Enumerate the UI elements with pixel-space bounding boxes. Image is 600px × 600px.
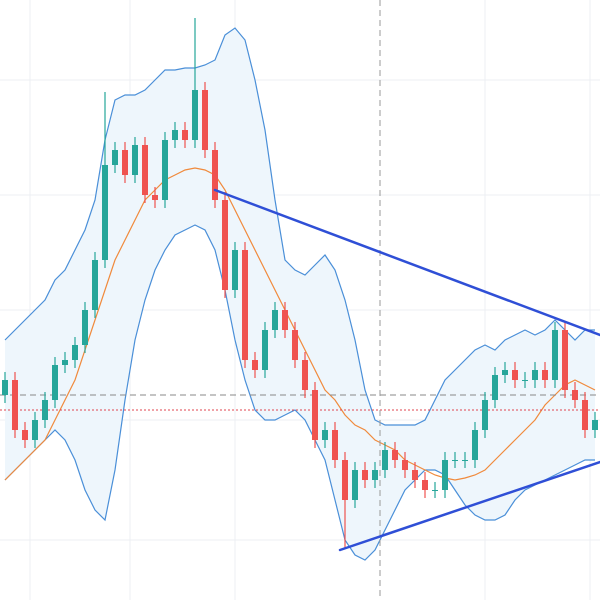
candle-body xyxy=(202,90,208,150)
candle-body xyxy=(2,380,8,395)
candle-body xyxy=(222,200,228,290)
candle-body xyxy=(592,420,598,430)
candle-body xyxy=(342,460,348,500)
candle-body xyxy=(122,150,128,175)
candle-body xyxy=(572,390,578,400)
candle-body xyxy=(462,460,468,461)
candle-body xyxy=(252,360,258,370)
candle-body xyxy=(152,195,158,200)
candle-body xyxy=(232,250,238,290)
candle-body xyxy=(402,460,408,470)
band-lower-line xyxy=(4,224,595,561)
candle-body xyxy=(522,380,528,381)
candle-body xyxy=(32,420,38,440)
candle-body xyxy=(242,250,248,360)
candle-body xyxy=(192,90,198,140)
band-fill xyxy=(5,28,595,560)
candle-body xyxy=(412,470,418,480)
trendline xyxy=(213,188,600,337)
candle-body xyxy=(292,330,298,360)
candle-body xyxy=(22,430,28,440)
candle-body xyxy=(322,430,328,440)
candle-body xyxy=(302,360,308,390)
trendline xyxy=(338,460,600,552)
candle-body xyxy=(62,360,68,365)
candle-body xyxy=(452,460,458,461)
candle-body xyxy=(72,345,78,360)
candle-body xyxy=(172,130,178,140)
candle-body xyxy=(82,310,88,345)
candle-body xyxy=(442,460,448,490)
candle-body xyxy=(492,375,498,400)
candle-body xyxy=(282,310,288,330)
candle-body xyxy=(432,490,438,491)
candle-body xyxy=(352,470,358,500)
candle-body xyxy=(512,370,518,380)
candle-body xyxy=(212,150,218,200)
candle-body xyxy=(552,330,558,380)
candle-body xyxy=(12,380,18,430)
band-upper-line xyxy=(4,27,595,426)
candle-body xyxy=(542,370,548,380)
candle-body xyxy=(362,470,368,480)
candle-body xyxy=(472,430,478,460)
candle-body xyxy=(102,165,108,260)
candle-body xyxy=(372,470,378,480)
candle-body xyxy=(132,145,138,175)
candle-body xyxy=(422,480,428,490)
candle-body xyxy=(332,430,338,460)
candle-body xyxy=(52,365,58,400)
candle-body xyxy=(162,140,168,200)
band-middle-line xyxy=(4,167,596,481)
candle-body xyxy=(312,390,318,440)
candle-body xyxy=(382,450,388,470)
candle-body xyxy=(262,330,268,370)
candle-body xyxy=(562,330,568,390)
candle-body xyxy=(112,150,118,165)
candle-body xyxy=(392,450,398,460)
candle-body xyxy=(582,400,588,430)
candle-body xyxy=(182,130,188,140)
candle-body xyxy=(92,260,98,310)
candle-body xyxy=(142,145,148,195)
candle-body xyxy=(272,310,278,330)
candle-body xyxy=(482,400,488,430)
candle-body xyxy=(532,370,538,380)
candle-body xyxy=(42,400,48,420)
candle-body xyxy=(502,370,508,375)
